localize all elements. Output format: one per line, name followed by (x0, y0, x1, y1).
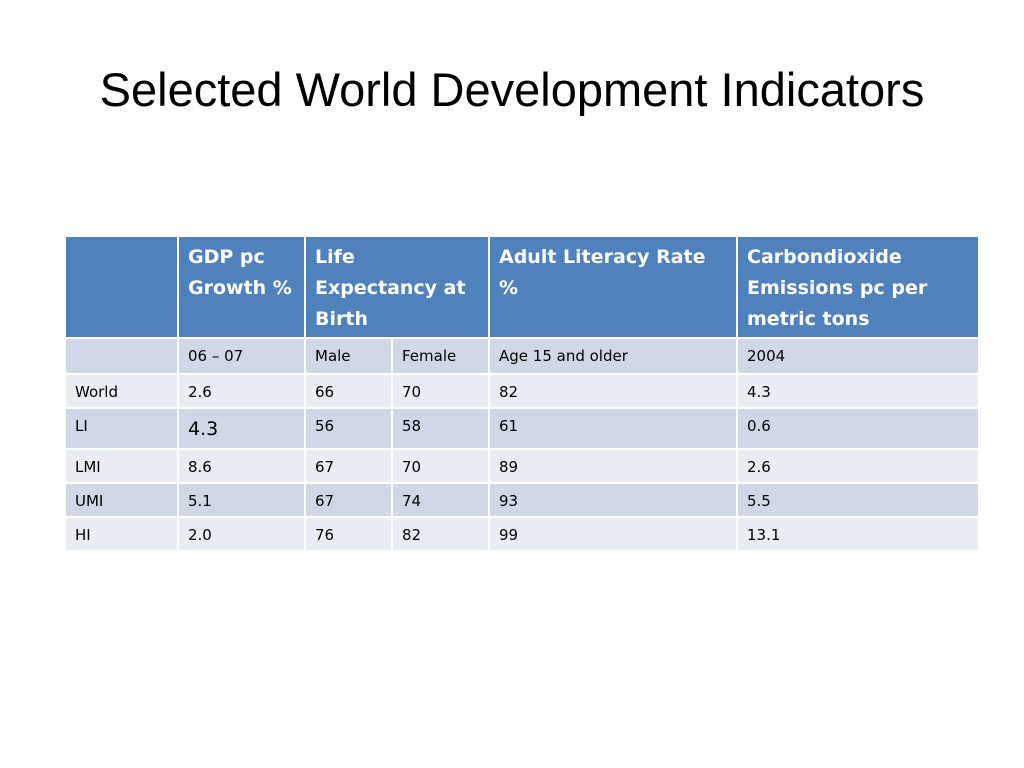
table-row: LI 4.3 56 58 61 0.6 (64, 407, 980, 450)
table-row: LMI 8.6 67 70 89 2.6 (64, 448, 980, 484)
subheader-literacy: Age 15 and older (488, 337, 738, 375)
cell-male: 67 (304, 482, 393, 518)
cell-gdp: 2.0 (177, 516, 306, 552)
cell-literacy: 93 (488, 482, 738, 518)
cell-gdp: 8.6 (177, 448, 306, 484)
subheader-gdp: 06 – 07 (177, 337, 306, 375)
header-life-expectancy: Life Expectancy at Birth (304, 235, 490, 339)
cell-gdp: 4.3 (177, 407, 306, 450)
header-corner-cell (64, 235, 179, 339)
cell-literacy: 99 (488, 516, 738, 552)
table-subheader-row: 06 – 07 Male Female Age 15 and older 200… (64, 337, 980, 375)
page-title: Selected World Development Indicators (99, 63, 925, 116)
cell-co2: 4.3 (736, 373, 980, 409)
table-row: World 2.6 66 70 82 4.3 (64, 373, 980, 409)
subheader-female: Female (391, 337, 490, 375)
cell-male: 76 (304, 516, 393, 552)
subheader-corner-cell (64, 337, 179, 375)
subheader-co2: 2004 (736, 337, 980, 375)
cell-male: 56 (304, 407, 393, 450)
row-label: LI (64, 407, 179, 450)
cell-literacy: 61 (488, 407, 738, 450)
cell-male: 66 (304, 373, 393, 409)
header-literacy: Adult Literacy Rate % (488, 235, 738, 339)
cell-literacy: 89 (488, 448, 738, 484)
row-label: UMI (64, 482, 179, 518)
cell-co2: 13.1 (736, 516, 980, 552)
subheader-male: Male (304, 337, 393, 375)
header-co2: Carbondioxide Emissions pc per metric to… (736, 235, 980, 339)
table-row: UMI 5.1 67 74 93 5.5 (64, 482, 980, 518)
cell-co2: 0.6 (736, 407, 980, 450)
cell-literacy: 82 (488, 373, 738, 409)
row-label: LMI (64, 448, 179, 484)
cell-female: 58 (391, 407, 490, 450)
cell-gdp: 5.1 (177, 482, 306, 518)
header-gdp: GDP pc Growth % (177, 235, 306, 339)
cell-co2: 2.6 (736, 448, 980, 484)
cell-female: 74 (391, 482, 490, 518)
table-row: HI 2.0 76 82 99 13.1 (64, 516, 980, 552)
row-label: HI (64, 516, 179, 552)
cell-co2: 5.5 (736, 482, 980, 518)
cell-male: 67 (304, 448, 393, 484)
row-label: World (64, 373, 179, 409)
indicators-table: GDP pc Growth % Life Expectancy at Birth… (64, 235, 980, 552)
table-header-row: GDP pc Growth % Life Expectancy at Birth… (64, 235, 980, 339)
cell-female: 82 (391, 516, 490, 552)
cell-female: 70 (391, 448, 490, 484)
cell-gdp: 2.6 (177, 373, 306, 409)
cell-female: 70 (391, 373, 490, 409)
